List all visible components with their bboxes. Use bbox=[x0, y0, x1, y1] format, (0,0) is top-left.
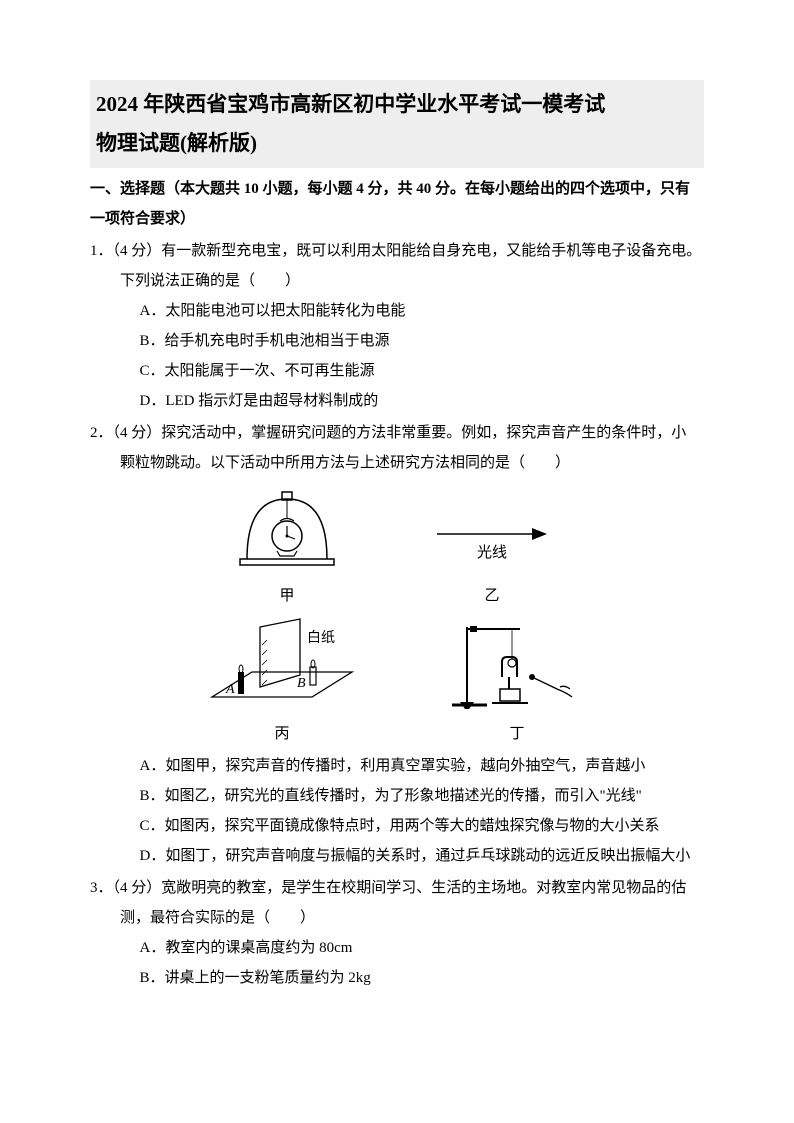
figure-ding-label: 丁 bbox=[509, 719, 524, 749]
q2-stem-line1: 2．（4 分）探究活动中，掌握研究问题的方法非常重要。例如，探究声音产生的条件时… bbox=[90, 418, 704, 448]
figure-yi-label: 乙 bbox=[484, 581, 499, 611]
figure-bing: 白纸 A B 丙 bbox=[202, 617, 362, 749]
figure-row-1: 甲 光线 乙 bbox=[90, 484, 704, 611]
q2-option-d: D．如图丁，研究声音响度与振幅的关系时，通过乒乓球跳动的远近反映出振幅大小 bbox=[90, 841, 704, 871]
q2-option-c: C．如图丙，探究平面镜成像特点时，用两个等大的蜡烛探究像与物的大小关系 bbox=[90, 811, 704, 841]
figure-jia-label: 甲 bbox=[279, 581, 294, 611]
q1-option-d: D．LED 指示灯是由超导材料制成的 bbox=[90, 386, 704, 416]
question-3: 3．（4 分）宽敞明亮的教室，是学生在校期间学习、生活的主场地。对教室内常见物品… bbox=[90, 873, 704, 993]
title-line1: 2024 年陕西省宝鸡市高新区初中学业水平考试一模考试 bbox=[96, 88, 698, 122]
q2-option-a: A．如图甲，探究声音的传播时，利用真空罩实验，越向外抽空气，声音越小 bbox=[90, 751, 704, 781]
q1-stem-line1: 1．（4 分）有一款新型充电宝，既可以利用太阳能给自身充电，又能给手机等电子设备… bbox=[90, 236, 704, 266]
q3-option-b: B．讲桌上的一支粉笔质量约为 2kg bbox=[90, 963, 704, 993]
tuning-fork-icon bbox=[442, 617, 592, 717]
svg-text:白纸: 白纸 bbox=[307, 630, 335, 646]
title-block: 2024 年陕西省宝鸡市高新区初中学业水平考试一模考试 物理试题(解析版) bbox=[90, 80, 704, 168]
light-ray-icon: 光线 bbox=[422, 484, 562, 579]
bell-jar-icon bbox=[232, 484, 342, 579]
q3-stem-line1: 3．（4 分）宽敞明亮的教室，是学生在校期间学习、生活的主场地。对教室内常见物品… bbox=[90, 873, 704, 903]
q1-option-a: A．太阳能电池可以把太阳能转化为电能 bbox=[90, 296, 704, 326]
q1-option-b: B．给手机充电时手机电池相当于电源 bbox=[90, 326, 704, 356]
figure-ding: 丁 bbox=[442, 617, 592, 749]
section-header: 一、选择题（本大题共 10 小题，每小题 4 分，共 40 分。在每小题给出的四… bbox=[90, 174, 704, 234]
title-line2: 物理试题(解析版) bbox=[96, 122, 698, 164]
question-1: 1．（4 分）有一款新型充电宝，既可以利用太阳能给自身充电，又能给手机等电子设备… bbox=[90, 236, 704, 416]
svg-text:A: A bbox=[225, 682, 235, 697]
question-2: 2．（4 分）探究活动中，掌握研究问题的方法非常重要。例如，探究声音产生的条件时… bbox=[90, 418, 704, 871]
q2-option-b: B．如图乙，研究光的直线传播时，为了形象地描述光的传播，而引入"光线" bbox=[90, 781, 704, 811]
q2-stem-line2: 颗粒物跳动。以下活动中所用方法与上述研究方法相同的是（ ） bbox=[90, 448, 704, 478]
svg-text:光线: 光线 bbox=[477, 544, 507, 561]
figure-jia: 甲 bbox=[232, 484, 342, 611]
q1-stem-line2: 下列说法正确的是（ ） bbox=[90, 266, 704, 296]
mirror-candle-icon: 白纸 A B bbox=[202, 617, 362, 717]
q1-option-c: C．太阳能属于一次、不可再生能源 bbox=[90, 356, 704, 386]
q3-stem-line2: 测，最符合实际的是（ ） bbox=[90, 903, 704, 933]
figure-yi: 光线 乙 bbox=[422, 484, 562, 611]
q3-option-a: A．教室内的课桌高度约为 80cm bbox=[90, 933, 704, 963]
svg-text:B: B bbox=[297, 676, 306, 691]
figure-bing-label: 丙 bbox=[274, 719, 289, 749]
figure-row-2: 白纸 A B 丙 bbox=[90, 617, 704, 749]
